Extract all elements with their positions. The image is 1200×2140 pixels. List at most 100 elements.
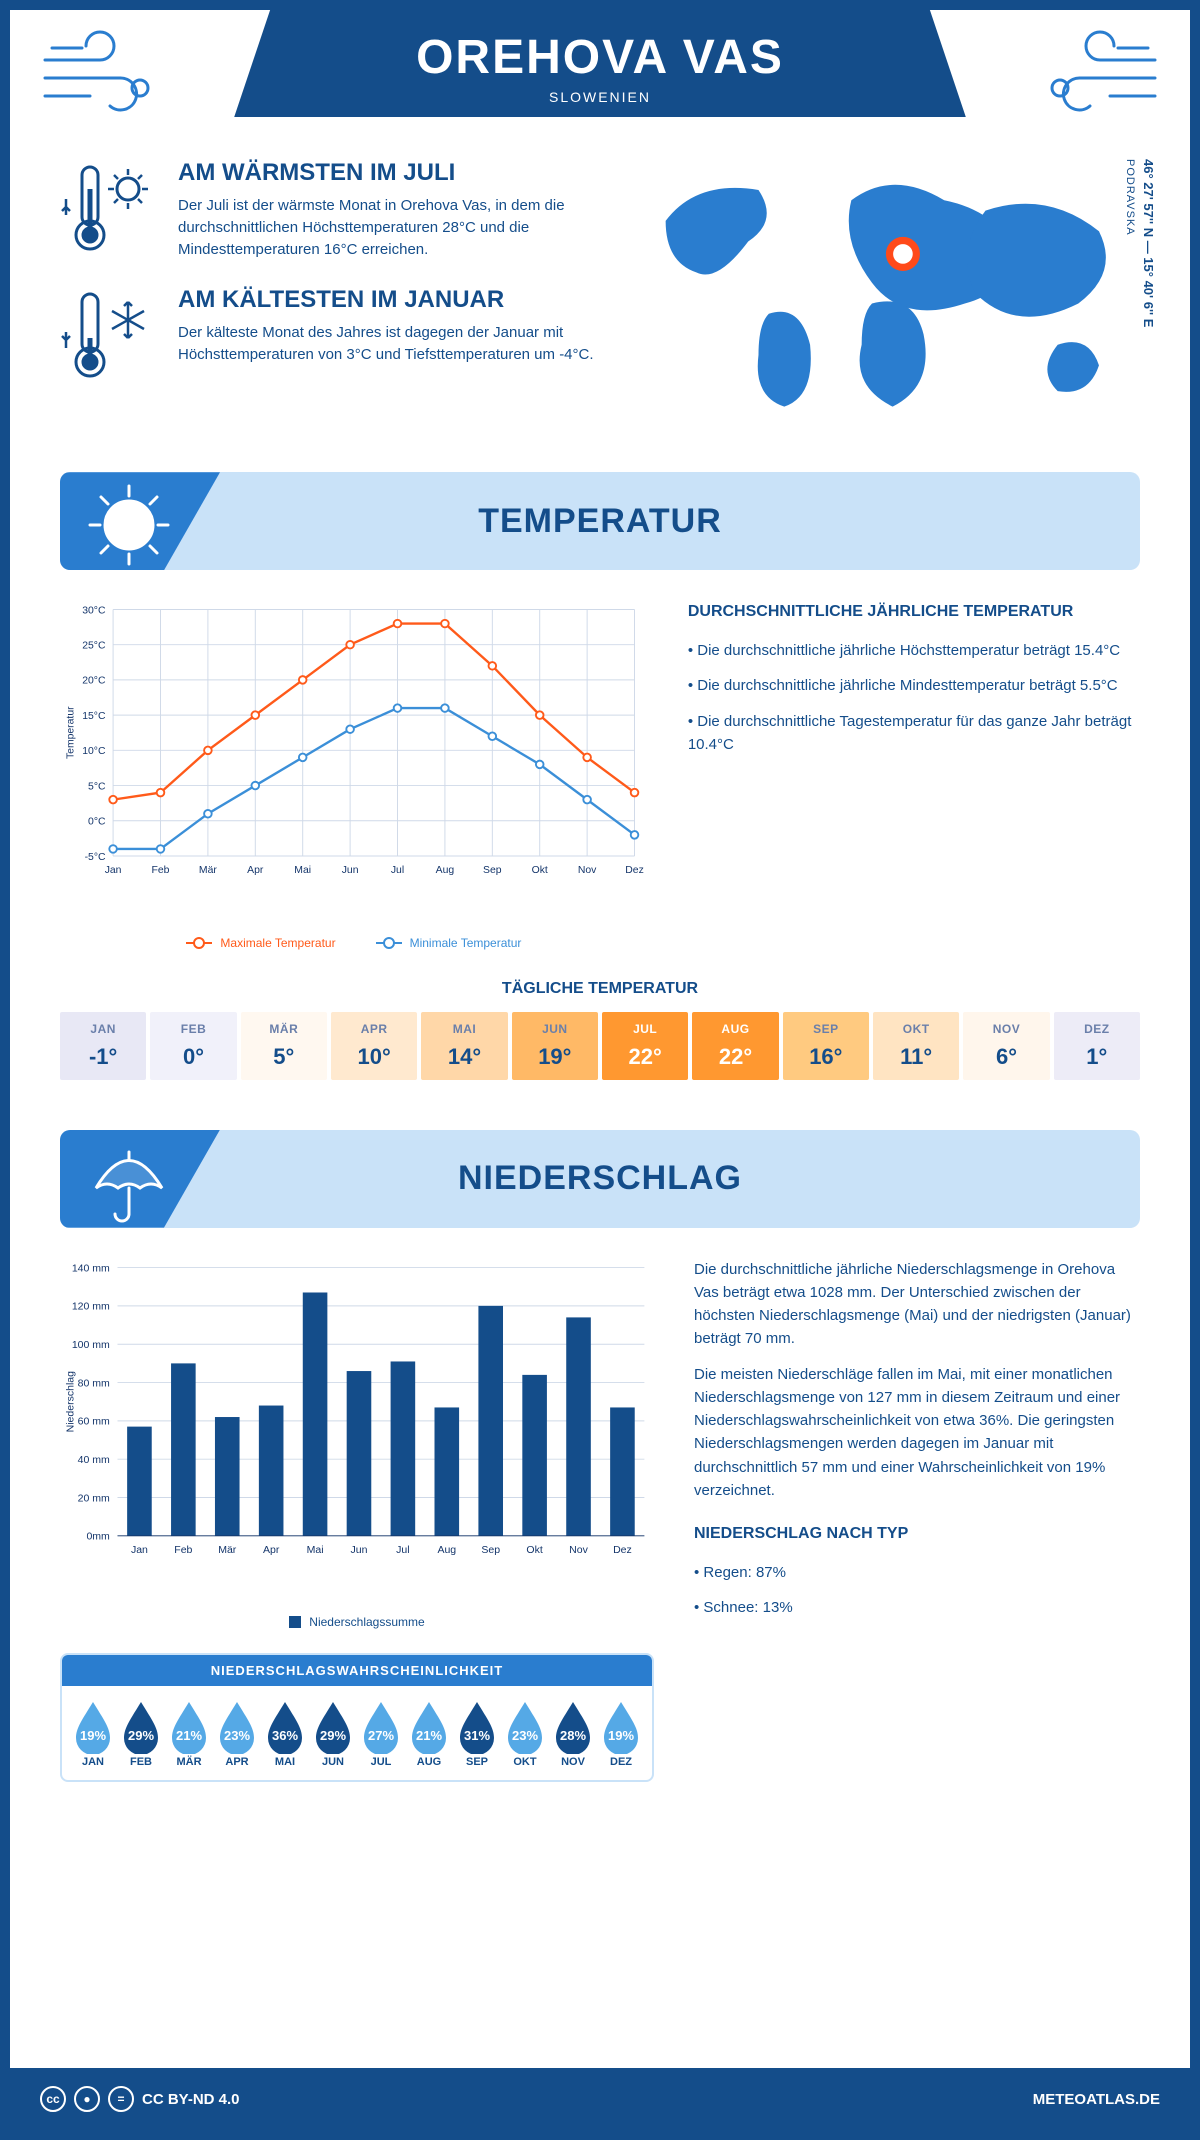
infographic-frame: OREHOVA VAS SLOWENIEN [0, 0, 1200, 2140]
svg-text:25°C: 25°C [82, 641, 106, 652]
temp-bullet: • Die durchschnittliche jährliche Höchst… [688, 639, 1140, 662]
legend-precip-label: Niederschlagssumme [309, 1615, 424, 1629]
world-map-icon [645, 159, 1140, 432]
svg-text:36%: 36% [272, 1728, 298, 1743]
svg-text:Sep: Sep [481, 1544, 500, 1556]
warmest-block: AM WÄRMSTEN IM JULI Der Juli ist der wär… [60, 159, 605, 260]
precip-type-heading: NIEDERSCHLAG NACH TYP [694, 1522, 1140, 1547]
svg-text:31%: 31% [464, 1728, 490, 1743]
coldest-title: AM KÄLTESTEN IM JANUAR [178, 286, 605, 314]
svg-text:28%: 28% [560, 1728, 586, 1743]
svg-text:0mm: 0mm [86, 1530, 110, 1542]
page-footer: cc ● = CC BY-ND 4.0 METEOATLAS.DE [10, 2068, 1190, 2130]
svg-text:19%: 19% [608, 1728, 634, 1743]
svg-text:60 mm: 60 mm [78, 1415, 110, 1427]
svg-text:30°C: 30°C [82, 606, 106, 617]
by-icon: ● [74, 2086, 100, 2112]
sun-icon [84, 480, 174, 570]
precip-type-line: • Schnee: 13% [694, 1596, 1140, 1619]
svg-text:10°C: 10°C [82, 746, 106, 757]
daily-temp-cell: JAN -1° [60, 1012, 146, 1080]
svg-text:5°C: 5°C [88, 782, 106, 793]
daily-temp-cell: MAI 14° [421, 1012, 507, 1080]
temperature-section-header: TEMPERATUR [60, 472, 1140, 570]
svg-text:Jun: Jun [342, 865, 359, 876]
svg-text:Jul: Jul [391, 865, 404, 876]
coldest-block: AM KÄLTESTEN IM JANUAR Der kälteste Mona… [60, 286, 605, 386]
daily-temp-title: TÄGLICHE TEMPERATUR [60, 980, 1140, 998]
content-body: AM WÄRMSTEN IM JULI Der Juli ist der wär… [10, 119, 1190, 1802]
svg-text:Nov: Nov [578, 865, 597, 876]
site-label: METEOATLAS.DE [1033, 2091, 1160, 2108]
temp-legend: Maximale Temperatur Minimale Temperatur [60, 936, 648, 950]
wind-icon [1030, 30, 1160, 120]
svg-text:Mai: Mai [294, 865, 311, 876]
svg-text:0°C: 0°C [88, 817, 106, 828]
svg-text:Jan: Jan [105, 865, 122, 876]
precip-prob-drop: 21% MÄR [166, 1698, 212, 1768]
svg-text:40 mm: 40 mm [78, 1454, 110, 1466]
precip-prob-drop: 31% SEP [454, 1698, 500, 1768]
svg-text:Temperatur: Temperatur [65, 706, 76, 759]
temperature-heading: TEMPERATUR [478, 502, 722, 541]
precip-type-line: • Regen: 87% [694, 1561, 1140, 1584]
daily-temp-cell: FEB 0° [150, 1012, 236, 1080]
svg-text:23%: 23% [512, 1728, 538, 1743]
warmest-title: AM WÄRMSTEN IM JULI [178, 159, 605, 187]
svg-text:120 mm: 120 mm [72, 1300, 110, 1312]
temperature-summary-text: DURCHSCHNITTLICHE JÄHRLICHE TEMPERATUR •… [688, 600, 1140, 768]
precip-prob-drop: 29% JUN [310, 1698, 356, 1768]
svg-text:23%: 23% [224, 1728, 250, 1743]
daily-temp-cell: APR 10° [331, 1012, 417, 1080]
license-text: CC BY-ND 4.0 [142, 2091, 240, 2108]
svg-text:Jan: Jan [131, 1544, 148, 1556]
svg-text:Mär: Mär [218, 1544, 237, 1556]
svg-text:21%: 21% [416, 1728, 442, 1743]
svg-text:Niederschlag: Niederschlag [64, 1370, 76, 1432]
daily-temp-cell: JUL 22° [602, 1012, 688, 1080]
svg-text:Feb: Feb [152, 865, 170, 876]
svg-text:Jul: Jul [396, 1544, 409, 1556]
precip-para: Die durchschnittliche jährliche Niedersc… [694, 1258, 1140, 1351]
precip-prob-drop: 19% JAN [70, 1698, 116, 1768]
daily-temp-grid: JAN -1°FEB 0°MÄR 5°APR 10°MAI 14°JUN 19°… [60, 1012, 1140, 1080]
precip-prob-drop: 28% NOV [550, 1698, 596, 1768]
world-map-panel: PODRAVSKA 46° 27' 57'' N — 15° 40' 6'' E [645, 159, 1140, 432]
daily-temp-cell: AUG 22° [692, 1012, 778, 1080]
svg-text:21%: 21% [176, 1728, 202, 1743]
svg-text:80 mm: 80 mm [78, 1377, 110, 1389]
daily-temp-cell: SEP 16° [783, 1012, 869, 1080]
precip-prob-drop: 19% DEZ [598, 1698, 644, 1768]
svg-text:29%: 29% [128, 1728, 154, 1743]
thermometer-sun-icon [60, 159, 160, 259]
temp-text-heading: DURCHSCHNITTLICHE JÄHRLICHE TEMPERATUR [688, 600, 1140, 625]
thermometer-snow-icon [60, 286, 160, 386]
svg-text:Jun: Jun [350, 1544, 367, 1556]
precipitation-heading: NIEDERSCHLAG [458, 1159, 742, 1198]
page-header: OREHOVA VAS SLOWENIEN [234, 8, 966, 117]
precip-prob-title: NIEDERSCHLAGSWAHRSCHEINLICHKEIT [62, 1655, 652, 1686]
temperature-line-chart: -5°C0°C5°C10°C15°C20°C25°C30°CJanFebMärA… [60, 600, 648, 949]
summary-column: AM WÄRMSTEN IM JULI Der Juli ist der wär… [60, 159, 605, 432]
precip-prob-drop: 27% JUL [358, 1698, 404, 1768]
wind-icon [40, 30, 170, 120]
coldest-text: Der kälteste Monat des Jahres ist dagege… [178, 322, 605, 366]
coordinates-label: 46° 27' 57'' N — 15° 40' 6'' E [1141, 159, 1156, 327]
daily-temp-cell: MÄR 5° [241, 1012, 327, 1080]
daily-temp-cell: OKT 11° [873, 1012, 959, 1080]
precip-prob-drop: 21% AUG [406, 1698, 452, 1768]
daily-temp-cell: DEZ 1° [1054, 1012, 1140, 1080]
svg-text:20 mm: 20 mm [78, 1492, 110, 1504]
precipitation-bar-chart: 0mm20 mm40 mm60 mm80 mm100 mm120 mm140 m… [60, 1258, 654, 1783]
svg-text:Dez: Dez [625, 865, 644, 876]
svg-text:Dez: Dez [613, 1544, 632, 1556]
precip-prob-drop: 23% APR [214, 1698, 260, 1768]
temp-bullet: • Die durchschnittliche Tagestemperatur … [688, 710, 1140, 757]
legend-min-label: Minimale Temperatur [410, 936, 522, 950]
svg-text:Mär: Mär [199, 865, 217, 876]
svg-text:15°C: 15°C [82, 711, 106, 722]
precipitation-section-header: NIEDERSCHLAG [60, 1130, 1140, 1228]
license-block: cc ● = CC BY-ND 4.0 [40, 2086, 240, 2112]
page-subtitle: SLOWENIEN [274, 89, 926, 105]
svg-text:140 mm: 140 mm [72, 1262, 110, 1274]
